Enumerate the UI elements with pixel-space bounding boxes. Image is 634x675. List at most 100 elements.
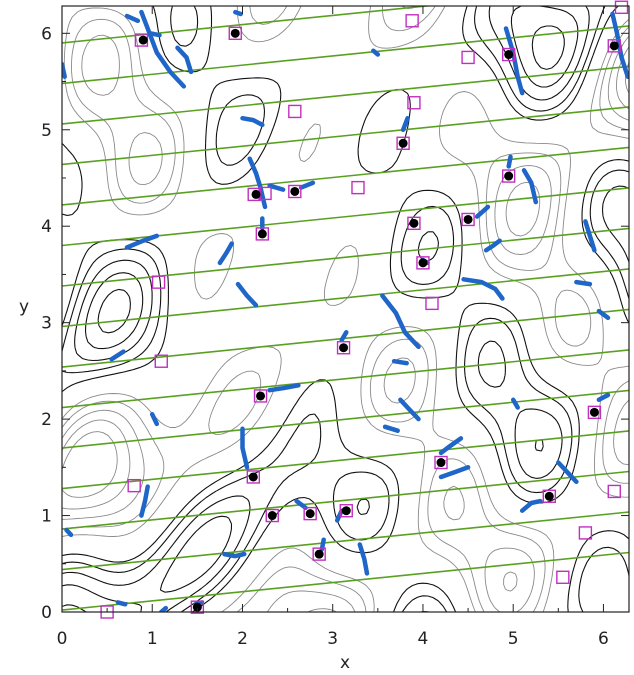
square-marker-31 xyxy=(303,506,317,521)
square-marker-8 xyxy=(288,104,302,119)
filled-point-14 xyxy=(589,407,599,417)
blue-arc-16 xyxy=(124,233,160,250)
blue-arc-45 xyxy=(64,527,74,538)
square-marker-22 xyxy=(154,354,168,368)
field-line-5 xyxy=(62,349,629,409)
square-marker-13 xyxy=(288,184,302,199)
square-marker-35 xyxy=(556,570,570,584)
y-tick-label-2: 2 xyxy=(41,410,52,430)
blue-arc-30 xyxy=(391,358,409,366)
blue-arc-19 xyxy=(474,204,491,219)
blue-arc-42 xyxy=(294,498,308,511)
field-line-0 xyxy=(62,551,629,611)
field-line-1 xyxy=(62,511,629,571)
filled-point-4 xyxy=(398,138,408,148)
square-marker-10 xyxy=(501,169,516,183)
square-marker-24 xyxy=(587,405,602,420)
blue-arc-46 xyxy=(222,551,247,559)
square-marker-5 xyxy=(607,39,621,53)
blue-arc-47 xyxy=(357,542,370,576)
filled-point-0 xyxy=(138,35,148,45)
square-marker-14 xyxy=(351,180,365,195)
blue-arc-27 xyxy=(596,308,611,321)
blue-arc-2 xyxy=(148,31,162,38)
filled-point-20 xyxy=(341,506,351,516)
square-marker-6 xyxy=(614,0,629,14)
field-line-13 xyxy=(62,25,629,85)
blue-arc-12 xyxy=(506,154,513,169)
filled-point-18 xyxy=(267,511,277,521)
y-tick-label-0: 0 xyxy=(41,603,52,623)
blue-arc-31 xyxy=(267,383,301,393)
field-line-3 xyxy=(62,430,629,490)
field-line-6 xyxy=(62,308,629,368)
blue-arc-1 xyxy=(175,45,194,75)
blue-arc-11 xyxy=(521,168,539,205)
filled-point-8 xyxy=(257,229,267,239)
square-marker-19 xyxy=(151,275,166,289)
square-marker-2 xyxy=(405,14,419,28)
field-line-2 xyxy=(62,470,629,530)
x-tick-label-1: 1 xyxy=(147,629,158,649)
filled-point-10 xyxy=(463,214,473,224)
square-marker-25 xyxy=(434,455,448,470)
filled-point-5 xyxy=(504,171,514,181)
contour-strong-0 xyxy=(62,6,629,612)
square-marker-29 xyxy=(607,484,621,499)
filled-point-2 xyxy=(504,50,514,60)
blue-arc-7 xyxy=(371,48,381,57)
blue-arc-0 xyxy=(139,9,187,89)
blue-arc-23 xyxy=(461,277,505,301)
blue-arc-38 xyxy=(240,426,250,470)
field-line-12 xyxy=(62,65,629,125)
blue-arc-36 xyxy=(382,424,400,433)
square-marker-18 xyxy=(416,256,430,270)
blue-arc-6 xyxy=(610,11,629,79)
blue-arc-37 xyxy=(438,436,464,456)
blue-arc-25 xyxy=(235,281,259,308)
square-marker-36 xyxy=(190,600,205,614)
square-marker-series xyxy=(100,0,629,619)
filled-point-16 xyxy=(248,472,258,482)
blue-arc-43 xyxy=(139,484,150,518)
x-tick-label-6: 6 xyxy=(598,629,609,649)
filled-point-12 xyxy=(339,343,349,353)
blue-arc-29 xyxy=(109,349,126,362)
filled-point-series xyxy=(138,28,619,612)
blue-arc-28 xyxy=(339,330,349,343)
square-marker-32 xyxy=(339,504,353,518)
filled-point-13 xyxy=(256,391,266,401)
square-marker-17 xyxy=(461,212,475,227)
square-marker-15 xyxy=(255,227,270,241)
x-tick-label-5: 5 xyxy=(508,629,519,649)
square-marker-28 xyxy=(542,489,556,503)
filled-point-19 xyxy=(305,509,315,519)
filled-point-9 xyxy=(409,218,419,228)
y-tick-label-3: 3 xyxy=(41,314,52,334)
field-line-11 xyxy=(62,106,629,166)
blue-arc-5 xyxy=(503,26,525,96)
square-marker-3 xyxy=(461,50,475,65)
square-marker-20 xyxy=(425,296,439,311)
filled-point-6 xyxy=(251,189,261,199)
blue-arc-34 xyxy=(596,392,611,403)
square-marker-21 xyxy=(336,341,351,355)
filled-point-7 xyxy=(290,186,300,196)
filled-point-11 xyxy=(418,258,428,268)
y-axis-title: y xyxy=(19,297,29,317)
blue-arc-39 xyxy=(438,465,471,480)
filled-point-15 xyxy=(436,458,446,468)
filled-point-21 xyxy=(314,549,324,559)
filled-point-22 xyxy=(192,602,202,612)
y-tick-label-6: 6 xyxy=(41,24,52,44)
square-marker-23 xyxy=(253,389,268,403)
square-marker-7 xyxy=(407,96,421,110)
square-marker-9 xyxy=(396,136,410,150)
filled-point-3 xyxy=(609,41,619,51)
blue-arc-3 xyxy=(124,13,141,24)
y-tick-label-1: 1 xyxy=(41,507,52,527)
field-line-10 xyxy=(62,146,629,206)
square-marker-16 xyxy=(407,216,421,231)
blue-arc-26 xyxy=(380,293,421,350)
blue-arc-33 xyxy=(510,397,520,410)
